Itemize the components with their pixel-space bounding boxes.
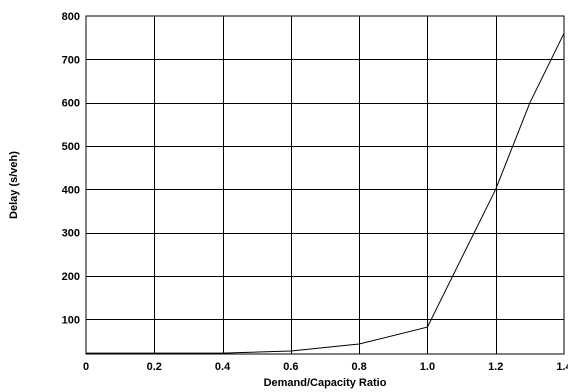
x-tick-label: 1.2: [488, 361, 503, 373]
x-tick-label: 1.0: [420, 361, 435, 373]
x-tick-label: 0: [83, 361, 89, 373]
y-tick-label: 200: [62, 271, 80, 283]
y-tick-label: 100: [62, 314, 80, 326]
x-tick-label: 0.2: [147, 361, 162, 373]
grid-lines: [86, 16, 564, 354]
x-tick-labels: 0 0.2 0.4 0.6 0.8 1.0 1.2 1.4: [83, 361, 568, 373]
y-tick-label: 800: [62, 11, 80, 23]
y-tick-label: 600: [62, 98, 80, 110]
plot-frame: [85, 15, 565, 355]
delay-curve-0: [86, 33, 565, 354]
series-layer: [86, 33, 565, 354]
x-tick-label: 1.4: [556, 361, 568, 373]
y-axis-title: Delay (s/veh): [8, 151, 20, 219]
y-tick-labels: 100 200 300 400 500 600 700 800: [62, 11, 80, 326]
x-axis-title: Demand/Capacity Ratio: [264, 377, 387, 389]
x-tick-label: 0.4: [215, 361, 231, 373]
x-tick-label: 0.6: [283, 361, 298, 373]
x-tick-label: 0.8: [351, 361, 366, 373]
y-tick-label: 500: [62, 141, 80, 153]
y-tick-label: 400: [62, 184, 80, 196]
y-tick-label: 700: [62, 54, 80, 66]
y-tick-label: 300: [62, 228, 80, 240]
